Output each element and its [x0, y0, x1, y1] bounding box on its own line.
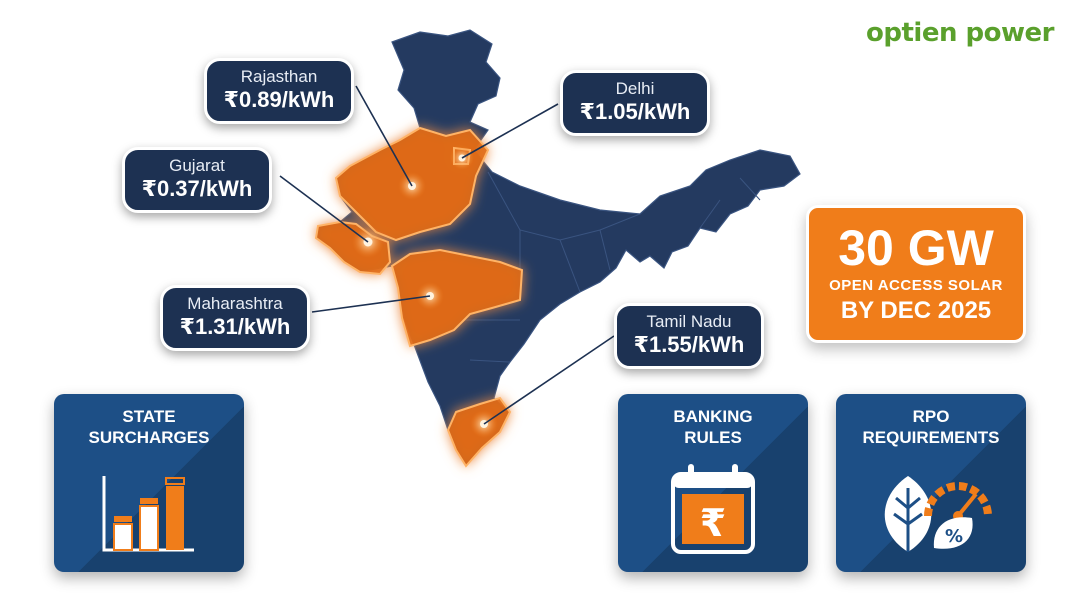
capacity-highlight: 30 GW OPEN ACCESS SOLAR BY DEC 2025	[806, 205, 1026, 343]
leaf-gauge-icon: %	[884, 476, 992, 552]
state-price: ₹1.55/kWh	[633, 332, 745, 357]
state-price: ₹1.31/kWh	[179, 314, 291, 339]
card-title: STATE SURCHARGES	[88, 407, 210, 447]
card-rpo-requirements: RPO REQUIREMENTS %	[836, 394, 1026, 572]
state-name: Rajasthan	[240, 67, 318, 86]
bar-chart-icon	[102, 476, 194, 552]
state-borders	[460, 171, 761, 363]
capacity-line1: OPEN ACCESS SOLAR	[829, 277, 1003, 294]
state-price: ₹0.89/kWh	[223, 87, 335, 112]
state-pill-delhi: Delhi ₹1.05/kWh	[560, 70, 710, 136]
calendar-rupee-icon: ₹	[671, 464, 755, 554]
capacity-value: 30 GW	[838, 220, 994, 276]
state-pill-maharashtra: Maharashtra ₹1.31/kWh	[160, 285, 310, 351]
state-price: ₹0.37/kWh	[141, 176, 253, 201]
state-name: Delhi	[615, 79, 655, 98]
card-title: BANKING RULES	[673, 407, 753, 447]
state-pill-tamil-nadu: Tamil Nadu ₹1.55/kWh	[614, 303, 764, 369]
capacity-line2: BY DEC 2025	[840, 297, 992, 324]
state-name: Maharashtra	[187, 294, 283, 313]
card-banking-rules: BANKING RULES ₹	[618, 394, 808, 572]
state-pill-gujarat: Gujarat ₹0.37/kWh	[122, 147, 272, 213]
rupee-glyph: ₹	[700, 501, 726, 545]
state-name: Gujarat	[169, 156, 225, 175]
maharashtra-shape	[390, 248, 524, 348]
state-price: ₹1.05/kWh	[579, 99, 691, 124]
brand-logo: optien power	[866, 18, 1054, 48]
connector-lines	[279, 85, 615, 425]
card-title: RPO REQUIREMENTS	[862, 407, 1000, 447]
percent-glyph: %	[945, 526, 963, 547]
state-name: Tamil Nadu	[646, 312, 732, 331]
state-pill-rajasthan: Rajasthan ₹0.89/kWh	[204, 58, 354, 124]
gujarat-shape	[314, 220, 392, 276]
card-state-surcharges: STATE SURCHARGES	[54, 394, 244, 572]
